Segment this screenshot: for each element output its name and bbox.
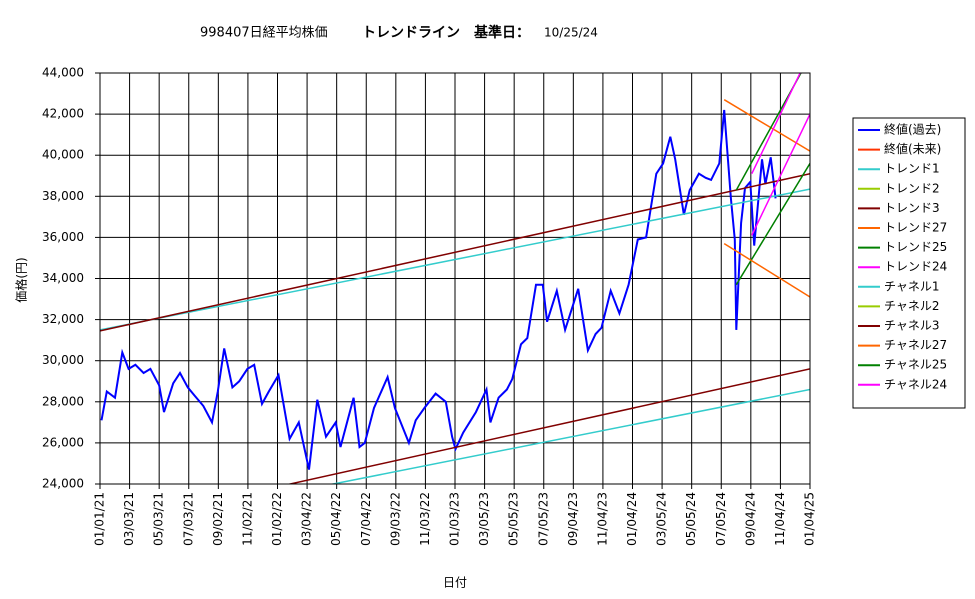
x-tick-label: 01/02/22 xyxy=(270,492,284,546)
series-line xyxy=(100,188,810,331)
x-tick-label: 01/04/24 xyxy=(625,492,639,546)
legend-label: トレンド27 xyxy=(884,221,947,235)
y-tick-label: 32,000 xyxy=(42,312,84,326)
x-tick-label: 03/05/24 xyxy=(655,492,669,546)
x-tick-label: 07/03/21 xyxy=(181,492,195,546)
legend-label: チャネル24 xyxy=(884,377,947,391)
x-tick-label: 11/03/22 xyxy=(418,492,432,546)
x-tick-label: 01/04/25 xyxy=(803,492,817,546)
x-tick-label: 01/01/21 xyxy=(93,492,107,546)
x-tick-label: 03/03/21 xyxy=(122,492,136,546)
plot-border xyxy=(99,72,811,485)
x-tick-label: 09/04/23 xyxy=(566,492,580,546)
x-axis-label: 日付 xyxy=(443,576,467,590)
y-tick-label: 34,000 xyxy=(42,271,84,285)
base-date: 10/25/24 xyxy=(544,26,598,40)
x-tick-label: 09/03/22 xyxy=(388,492,402,546)
legend-label: トレンド3 xyxy=(884,201,940,215)
x-tick-label: 05/05/24 xyxy=(684,492,698,546)
x-tick-label: 05/04/22 xyxy=(329,492,343,546)
y-tick-label: 26,000 xyxy=(42,435,84,449)
x-tick-label: 07/04/22 xyxy=(359,492,373,546)
x-tick-label: 11/04/24 xyxy=(773,492,787,546)
legend-label: トレンド1 xyxy=(884,162,940,176)
legend-box xyxy=(852,117,966,409)
legend-label: 終値(未来) xyxy=(884,141,941,156)
y-tick-label: 30,000 xyxy=(42,353,84,367)
y-tick-label: 36,000 xyxy=(42,230,84,244)
series-line xyxy=(751,73,801,175)
x-tick-label: 01/03/23 xyxy=(448,492,462,546)
chart-title: 998407日経平均株価 xyxy=(200,26,328,41)
series-line xyxy=(100,172,810,332)
legend-label: トレンド24 xyxy=(884,260,947,274)
series-line xyxy=(735,163,810,286)
x-tick-label: 07/05/24 xyxy=(714,492,728,546)
y-tick-label: 38,000 xyxy=(42,189,84,203)
y-tick-label: 44,000 xyxy=(42,66,84,80)
legend-label: チャネル25 xyxy=(884,358,947,372)
x-tick-label: 07/05/23 xyxy=(536,492,550,546)
series-line xyxy=(329,388,810,484)
legend-label: チャネル3 xyxy=(884,319,940,333)
x-tick-label: 09/02/21 xyxy=(211,492,225,546)
y-tick-label: 40,000 xyxy=(42,148,84,162)
x-tick-label: 05/05/23 xyxy=(507,492,521,546)
legend-label: 終値(過去) xyxy=(884,122,941,137)
series-line xyxy=(286,368,810,484)
x-tick-label: 03/04/22 xyxy=(300,492,314,546)
legend-label: チャネル1 xyxy=(884,279,940,293)
y-tick-label: 28,000 xyxy=(42,394,84,408)
chart-subtitle: トレンドライン 基準日： xyxy=(362,24,530,41)
x-tick-label: 05/03/21 xyxy=(152,492,166,546)
series-layer xyxy=(100,73,810,484)
x-tick-label: 03/05/23 xyxy=(477,492,491,546)
legend-label: チャネル27 xyxy=(884,338,947,352)
y-tick-label: 24,000 xyxy=(42,477,84,491)
legend-label: トレンド2 xyxy=(884,181,940,195)
legend-label: チャネル2 xyxy=(884,299,940,313)
x-tick-label: 11/02/21 xyxy=(240,492,254,546)
y-axis-label: 価格(円) xyxy=(14,257,29,302)
y-tick-label: 42,000 xyxy=(42,107,84,121)
legend-label: トレンド25 xyxy=(884,240,947,254)
x-tick-label: 11/04/23 xyxy=(595,492,609,546)
x-tick-label: 09/04/24 xyxy=(743,492,757,546)
series-line xyxy=(751,113,810,236)
series-line xyxy=(100,109,777,470)
series-line xyxy=(723,242,810,298)
